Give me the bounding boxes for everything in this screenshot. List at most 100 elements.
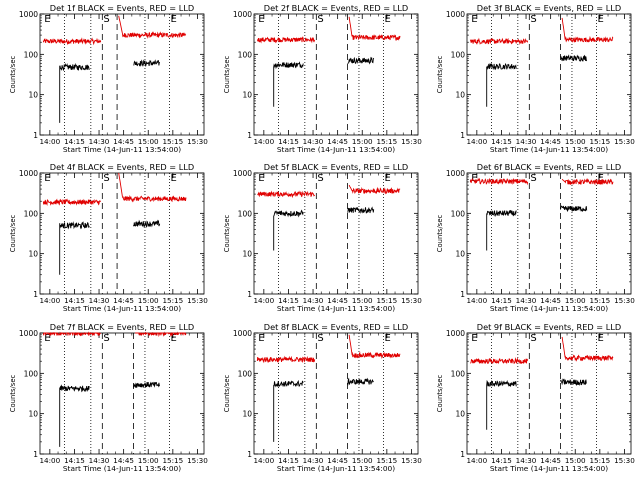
panel-det-5: Det 5f BLACK = Events, RED = LLD 1 10 100 10… [223, 162, 422, 313]
event-marker-label: E [258, 14, 264, 25]
lld-series-line [470, 357, 529, 365]
x-tick-label: 14:00 [253, 456, 274, 465]
lld-series-line [42, 331, 102, 337]
event-marker-label: E [171, 14, 177, 25]
x-tick-label: 14:00 [39, 137, 60, 146]
x-tick-label: 15:30 [401, 296, 422, 305]
event-marker-label: E [598, 14, 604, 25]
plot-frame [253, 332, 419, 455]
x-axis-title: Start Time (14-Jun-11 13:54:00) [277, 304, 395, 313]
panel-det-2: Det 2f BLACK = Events, RED = LLD 1 10 100 10… [223, 3, 422, 154]
plot-frame [39, 332, 205, 455]
x-tick-label: 15:00 [138, 296, 159, 305]
events-series-line [486, 209, 517, 251]
y-tick-label: 10 [455, 410, 465, 419]
event-marker-label: E [471, 14, 477, 25]
y-tick-label: 1 [460, 131, 465, 140]
x-tick-label: 15:15 [162, 296, 183, 305]
y-tick-label: 1 [33, 290, 38, 299]
events-series-line [59, 62, 90, 123]
x-tick-label: 14:00 [253, 137, 274, 146]
x-tick-label: 14:45 [327, 456, 348, 465]
events-series-line [273, 379, 304, 442]
y-tick-label: 10 [28, 91, 38, 100]
y-tick-label: 10 [28, 410, 38, 419]
panel-title: Det 5f BLACK = Events, RED = LLD [264, 162, 408, 172]
x-tick-label: 14:45 [540, 296, 561, 305]
x-tick-label: 14:00 [39, 456, 60, 465]
x-tick-label: 14:00 [39, 296, 60, 305]
panel-det-6: Det 6f BLACK = Events, RED = LLD 1 10 100 10… [436, 162, 635, 313]
x-tick-label: 14:30 [89, 296, 110, 305]
x-tick-label: 14:30 [303, 456, 324, 465]
x-tick-label: 14:00 [466, 137, 487, 146]
panel-title: Det 7f BLACK = Events, RED = LLD [50, 322, 194, 332]
x-tick-label: 15:00 [352, 296, 373, 305]
x-tick-label: 14:30 [516, 296, 537, 305]
x-tick-label: 14:30 [516, 137, 537, 146]
x-tick-label: 14:15 [491, 456, 512, 465]
x-tick-label: 14:45 [113, 296, 134, 305]
x-tick-label: 15:30 [614, 296, 635, 305]
x-tick-label: 14:15 [491, 137, 512, 146]
lld-series-line [561, 17, 614, 43]
event-marker-label: S [530, 14, 536, 25]
event-marker-label: E [171, 173, 177, 184]
y-tick-label: 1000 [446, 169, 465, 178]
y-tick-label: 100 [24, 50, 39, 59]
lld-series-line [348, 334, 401, 359]
event-marker-label: E [385, 173, 391, 184]
event-marker-label: E [44, 333, 50, 344]
x-tick-label: 15:00 [352, 137, 373, 146]
x-tick-label: 15:15 [589, 137, 610, 146]
panel-det-3: Det 3f BLACK = Events, RED = LLD 1 10 100 10… [436, 3, 635, 154]
events-series-line [133, 219, 161, 228]
y-tick-label: 10 [242, 250, 252, 259]
y-tick-label: 1 [33, 131, 38, 140]
lld-series-line [348, 16, 401, 41]
x-tick-label: 14:15 [64, 137, 85, 146]
events-series-line [486, 62, 517, 107]
event-marker-label: E [471, 173, 477, 184]
x-axis-title: Start Time (14-Jun-11 13:54:00) [63, 304, 181, 313]
y-axis-title: Counts/sec [9, 56, 17, 94]
y-tick-label: 10 [242, 91, 252, 100]
y-tick-label: 100 [238, 50, 253, 59]
y-tick-label: 1000 [19, 329, 38, 338]
x-tick-label: 14:00 [466, 296, 487, 305]
x-tick-label: 15:15 [589, 456, 610, 465]
x-tick-label: 15:15 [589, 296, 610, 305]
events-series-line [347, 377, 374, 386]
events-series-line [560, 205, 588, 212]
x-tick-label: 15:30 [401, 137, 422, 146]
y-axis-title: Counts/sec [9, 215, 17, 253]
panel-title: Det 2f BLACK = Events, RED = LLD [264, 3, 408, 13]
panel-det-8: Det 8f BLACK = Events, RED = LLD 1 10 100 10… [223, 322, 422, 473]
y-axis-title: Counts/sec [436, 215, 444, 253]
y-tick-label: 1000 [446, 329, 465, 338]
y-tick-label: 100 [238, 209, 253, 218]
plot-frame [466, 332, 632, 455]
y-tick-label: 100 [24, 209, 39, 218]
x-tick-label: 14:45 [113, 456, 134, 465]
events-series-line [133, 59, 161, 68]
x-tick-label: 15:00 [565, 296, 586, 305]
y-tick-label: 100 [24, 369, 39, 378]
lld-series-line [561, 336, 614, 362]
lld-series-line [348, 184, 401, 195]
lld-series-line [256, 355, 316, 364]
plot-frame [39, 172, 205, 295]
x-tick-label: 15:15 [162, 456, 183, 465]
y-axis-title: Counts/sec [223, 375, 231, 413]
lld-series-line [256, 36, 316, 44]
y-axis-title: Counts/sec [223, 56, 231, 94]
y-tick-label: 1 [247, 290, 252, 299]
x-tick-label: 14:00 [466, 456, 487, 465]
y-tick-label: 1000 [233, 169, 252, 178]
panel-det-1: Det 1f BLACK = Events, RED = LLD 1 10 100 10… [9, 3, 208, 154]
plot-frame [466, 172, 632, 295]
x-axis-title: Start Time (14-Jun-11 13:54:00) [490, 464, 608, 473]
panel-title: Det 9f BLACK = Events, RED = LLD [477, 322, 621, 332]
panel-title: Det 4f BLACK = Events, RED = LLD [50, 162, 194, 172]
